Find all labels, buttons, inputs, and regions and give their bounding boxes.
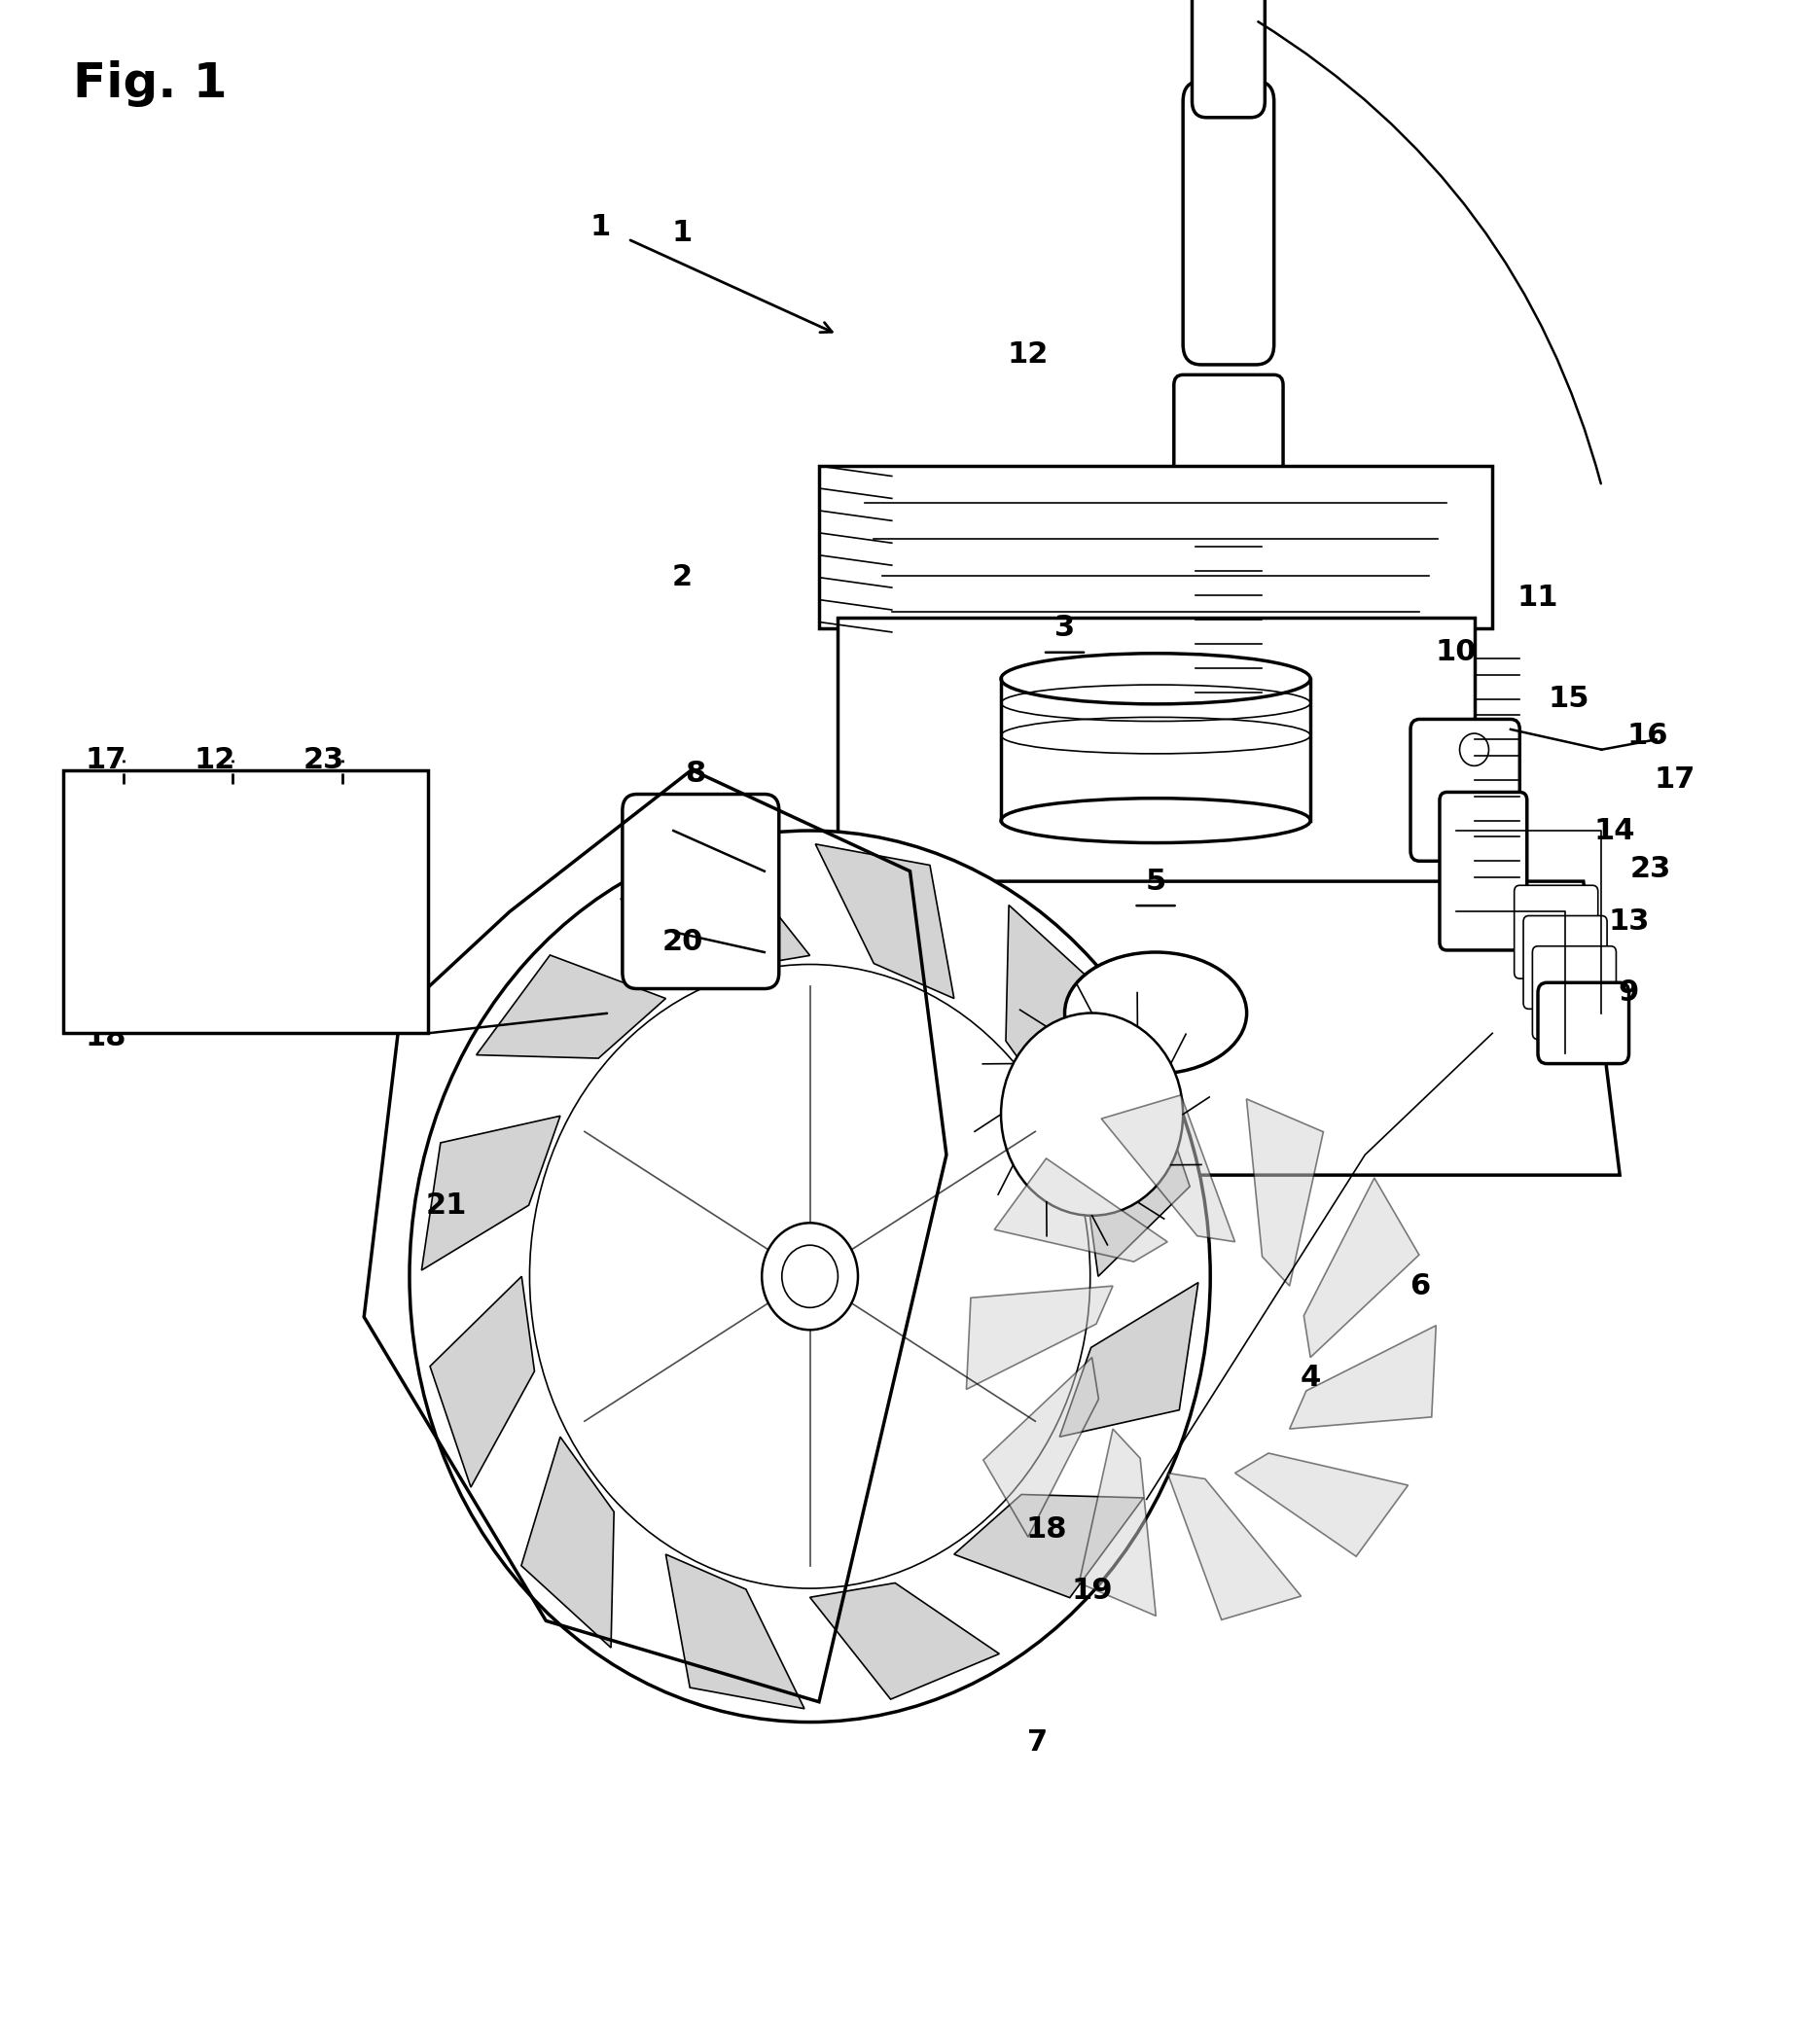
- Polygon shape: [810, 1582, 999, 1700]
- FancyBboxPatch shape: [1411, 719, 1520, 861]
- Polygon shape: [1079, 1428, 1156, 1617]
- FancyBboxPatch shape: [1183, 81, 1274, 365]
- Circle shape: [763, 1224, 857, 1329]
- Text: 11: 11: [1518, 583, 1558, 612]
- Text: 10: 10: [1436, 638, 1476, 667]
- Polygon shape: [1006, 906, 1099, 1116]
- Text: 12: 12: [1008, 340, 1048, 369]
- Text: 12: 12: [195, 746, 235, 774]
- Polygon shape: [1247, 1098, 1323, 1287]
- Text: 16: 16: [1627, 721, 1667, 750]
- Text: 5: 5: [1145, 867, 1167, 895]
- Text: 21: 21: [426, 1191, 466, 1220]
- Bar: [819, 466, 1492, 628]
- Text: 9: 9: [1618, 979, 1640, 1007]
- Text: 23: 23: [1631, 855, 1671, 883]
- FancyBboxPatch shape: [1514, 885, 1598, 979]
- FancyBboxPatch shape: [1538, 983, 1629, 1064]
- Polygon shape: [954, 1495, 1143, 1599]
- Polygon shape: [692, 881, 1620, 1175]
- Polygon shape: [521, 1436, 613, 1647]
- FancyBboxPatch shape: [1174, 375, 1283, 476]
- Polygon shape: [621, 853, 810, 970]
- Polygon shape: [1101, 1094, 1236, 1242]
- Text: 20: 20: [662, 928, 703, 956]
- Polygon shape: [422, 1116, 561, 1270]
- Text: 17: 17: [86, 746, 126, 774]
- Text: 14: 14: [1594, 816, 1634, 845]
- Text: 22: 22: [195, 887, 235, 916]
- Polygon shape: [666, 1554, 804, 1708]
- Text: 8: 8: [684, 760, 706, 788]
- FancyBboxPatch shape: [1440, 792, 1527, 950]
- Polygon shape: [815, 845, 954, 999]
- Text: 6: 6: [1409, 1272, 1431, 1301]
- Bar: [64, 770, 428, 1033]
- Text: 18: 18: [1026, 1515, 1067, 1544]
- Text: 3: 3: [1054, 614, 1076, 642]
- Polygon shape: [994, 1159, 1167, 1262]
- Text: 1: 1: [672, 219, 693, 247]
- Circle shape: [1001, 1013, 1183, 1216]
- Ellipse shape: [1001, 798, 1310, 843]
- Text: 19: 19: [1072, 1576, 1112, 1605]
- Ellipse shape: [1065, 952, 1247, 1074]
- FancyBboxPatch shape: [622, 794, 779, 989]
- Text: 2: 2: [672, 563, 693, 592]
- Ellipse shape: [1001, 652, 1310, 703]
- Polygon shape: [1290, 1325, 1436, 1428]
- Polygon shape: [966, 1287, 1112, 1390]
- Polygon shape: [1303, 1177, 1420, 1357]
- FancyBboxPatch shape: [1192, 0, 1265, 118]
- Circle shape: [783, 1246, 837, 1307]
- Text: 4: 4: [1299, 1363, 1321, 1392]
- Text: 23: 23: [304, 746, 344, 774]
- Circle shape: [530, 964, 1090, 1588]
- FancyBboxPatch shape: [1523, 916, 1607, 1009]
- Polygon shape: [430, 1276, 535, 1487]
- Polygon shape: [1236, 1453, 1409, 1556]
- Text: 7: 7: [1026, 1728, 1048, 1757]
- Polygon shape: [1085, 1066, 1190, 1276]
- Polygon shape: [983, 1357, 1099, 1538]
- Circle shape: [1460, 733, 1489, 766]
- Polygon shape: [1059, 1282, 1198, 1436]
- Text: 1: 1: [590, 213, 612, 241]
- Text: Fig. 1: Fig. 1: [73, 61, 228, 107]
- Bar: [837, 618, 1474, 891]
- Polygon shape: [477, 954, 666, 1058]
- FancyBboxPatch shape: [1532, 946, 1616, 1039]
- Text: 15: 15: [1549, 685, 1589, 713]
- Text: 18: 18: [86, 1023, 126, 1051]
- Circle shape: [410, 831, 1210, 1722]
- Text: 13: 13: [1609, 908, 1649, 936]
- Polygon shape: [1167, 1473, 1301, 1621]
- Text: 17: 17: [1654, 766, 1694, 794]
